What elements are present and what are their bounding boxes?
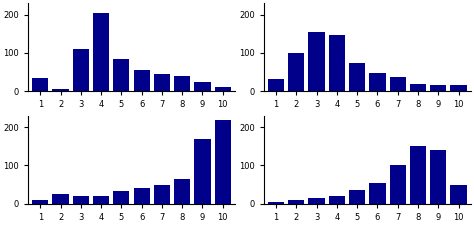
Bar xyxy=(369,73,385,91)
Bar xyxy=(73,49,89,91)
Bar xyxy=(174,179,191,204)
Bar xyxy=(349,63,365,91)
Bar xyxy=(309,32,325,91)
Bar xyxy=(194,139,210,204)
Bar xyxy=(113,191,129,204)
Bar xyxy=(174,76,191,91)
Bar xyxy=(288,53,304,91)
Bar xyxy=(410,146,426,204)
Bar xyxy=(93,13,109,91)
Bar xyxy=(309,198,325,204)
Bar xyxy=(154,185,170,204)
Bar xyxy=(154,74,170,91)
Bar xyxy=(215,120,231,204)
Bar xyxy=(194,82,210,91)
Bar xyxy=(134,188,150,204)
Bar xyxy=(268,202,284,204)
Bar xyxy=(349,190,365,204)
Bar xyxy=(329,35,345,91)
Bar xyxy=(369,183,385,204)
Bar xyxy=(430,150,447,204)
Bar xyxy=(390,165,406,204)
Bar xyxy=(390,77,406,91)
Bar xyxy=(288,200,304,204)
Bar xyxy=(430,86,447,91)
Bar xyxy=(215,87,231,91)
Bar xyxy=(329,196,345,204)
Bar xyxy=(134,70,150,91)
Bar xyxy=(32,200,48,204)
Bar xyxy=(268,79,284,91)
Bar xyxy=(32,78,48,91)
Bar xyxy=(410,83,426,91)
Bar xyxy=(450,184,466,204)
Bar xyxy=(113,59,129,91)
Bar xyxy=(93,196,109,204)
Bar xyxy=(53,89,69,91)
Bar xyxy=(450,86,466,91)
Bar xyxy=(53,194,69,204)
Bar xyxy=(73,196,89,204)
